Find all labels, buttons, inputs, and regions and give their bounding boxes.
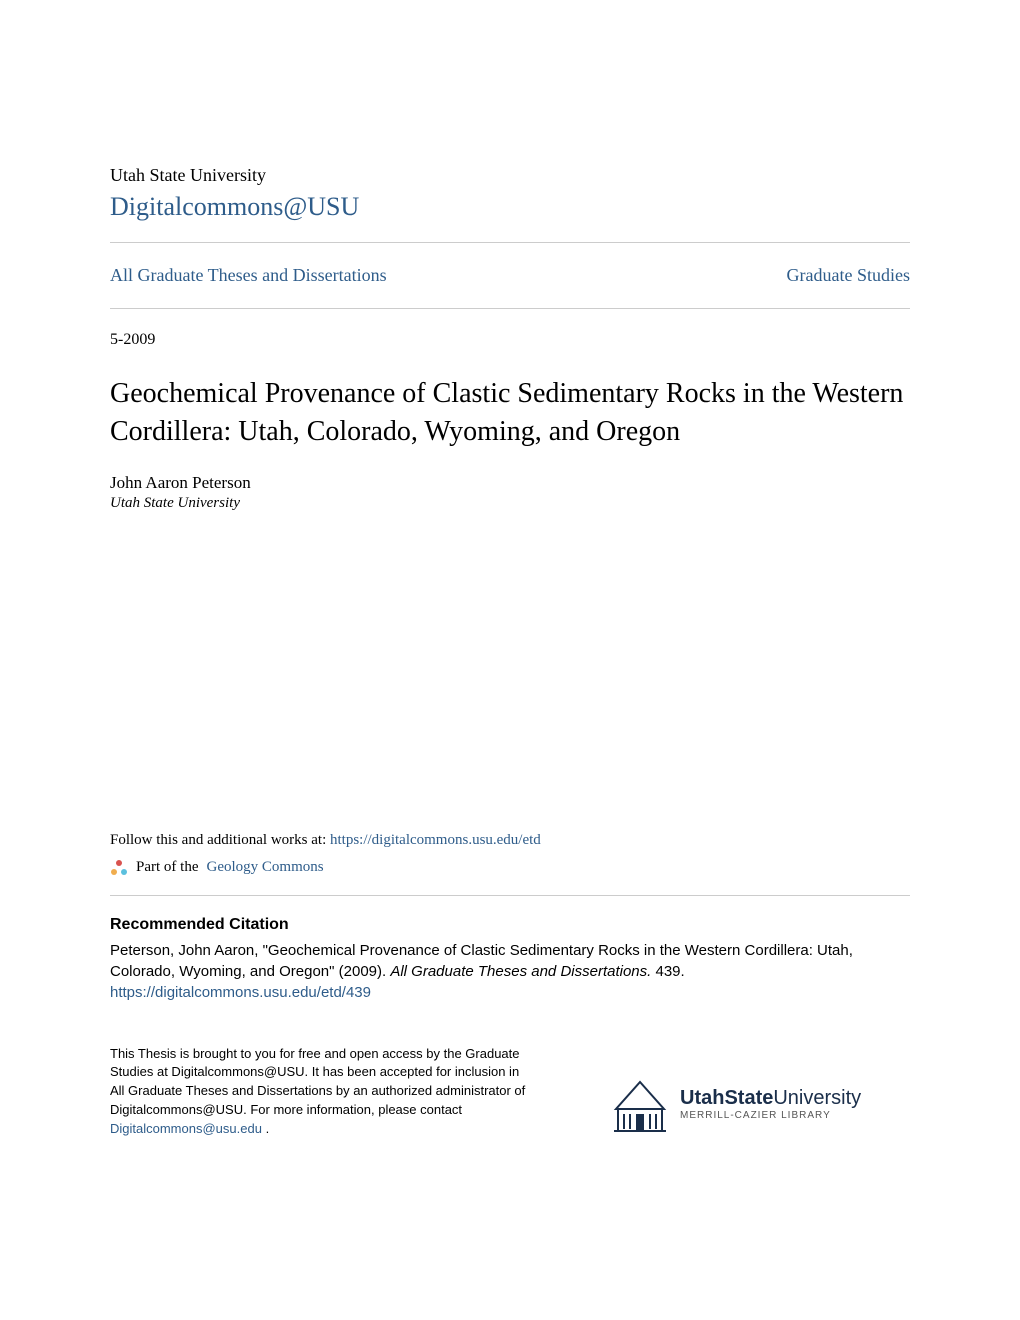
follow-url-link[interactable]: https://digitalcommons.usu.edu/etd xyxy=(330,832,541,848)
divider-citation xyxy=(110,895,910,896)
part-of-prefix: Part of the xyxy=(136,859,198,876)
citation-url-link[interactable]: https://digitalcommons.usu.edu/etd/439 xyxy=(110,984,910,1001)
institution-name: Utah State University xyxy=(110,165,910,186)
logo-library-name: MERRILL-CAZIER LIBRARY xyxy=(680,1110,861,1121)
follow-prefix: Follow this and additional works at: xyxy=(110,832,330,848)
access-prefix: This Thesis is brought to you for free a… xyxy=(110,1046,525,1118)
logo-university-name: UtahStateUniversity xyxy=(680,1087,861,1110)
recommended-citation-heading: Recommended Citation xyxy=(110,916,910,934)
citation-text: Peterson, John Aaron, "Geochemical Prove… xyxy=(110,940,910,982)
document-title: Geochemical Provenance of Clastic Sedime… xyxy=(110,375,910,451)
citation-series: All Graduate Theses and Dissertations. xyxy=(390,963,651,980)
repository-link[interactable]: Digitalcommons@USU xyxy=(110,192,910,222)
access-statement: This Thesis is brought to you for free a… xyxy=(110,1045,530,1139)
building-icon xyxy=(610,1074,670,1134)
author-affiliation: Utah State University xyxy=(110,495,910,512)
citation-number: 439. xyxy=(655,963,684,980)
publication-date: 5-2009 xyxy=(110,331,910,349)
author-name: John Aaron Peterson xyxy=(110,473,910,493)
part-of-row: Part of the Geology Commons xyxy=(110,859,910,877)
logo-bold: UtahState xyxy=(680,1087,773,1109)
access-suffix: . xyxy=(266,1121,270,1136)
divider-bottom xyxy=(110,308,910,309)
commons-link[interactable]: Geology Commons xyxy=(206,859,323,876)
collection-link[interactable]: All Graduate Theses and Dissertations xyxy=(110,265,387,286)
footer-row: This Thesis is brought to you for free a… xyxy=(110,1045,910,1139)
contact-email-link[interactable]: Digitalcommons@usu.edu xyxy=(110,1121,262,1136)
logo-text-block: UtahStateUniversity MERRILL-CAZIER LIBRA… xyxy=(680,1087,861,1121)
logo-light: University xyxy=(773,1087,861,1109)
divider-top xyxy=(110,242,910,243)
university-logo: UtahStateUniversity MERRILL-CAZIER LIBRA… xyxy=(610,1069,910,1139)
nav-row: All Graduate Theses and Dissertations Gr… xyxy=(110,257,910,294)
graduate-studies-link[interactable]: Graduate Studies xyxy=(787,265,910,286)
follow-line: Follow this and additional works at: htt… xyxy=(110,832,910,849)
network-icon xyxy=(110,859,128,877)
vertical-spacer xyxy=(110,512,910,832)
